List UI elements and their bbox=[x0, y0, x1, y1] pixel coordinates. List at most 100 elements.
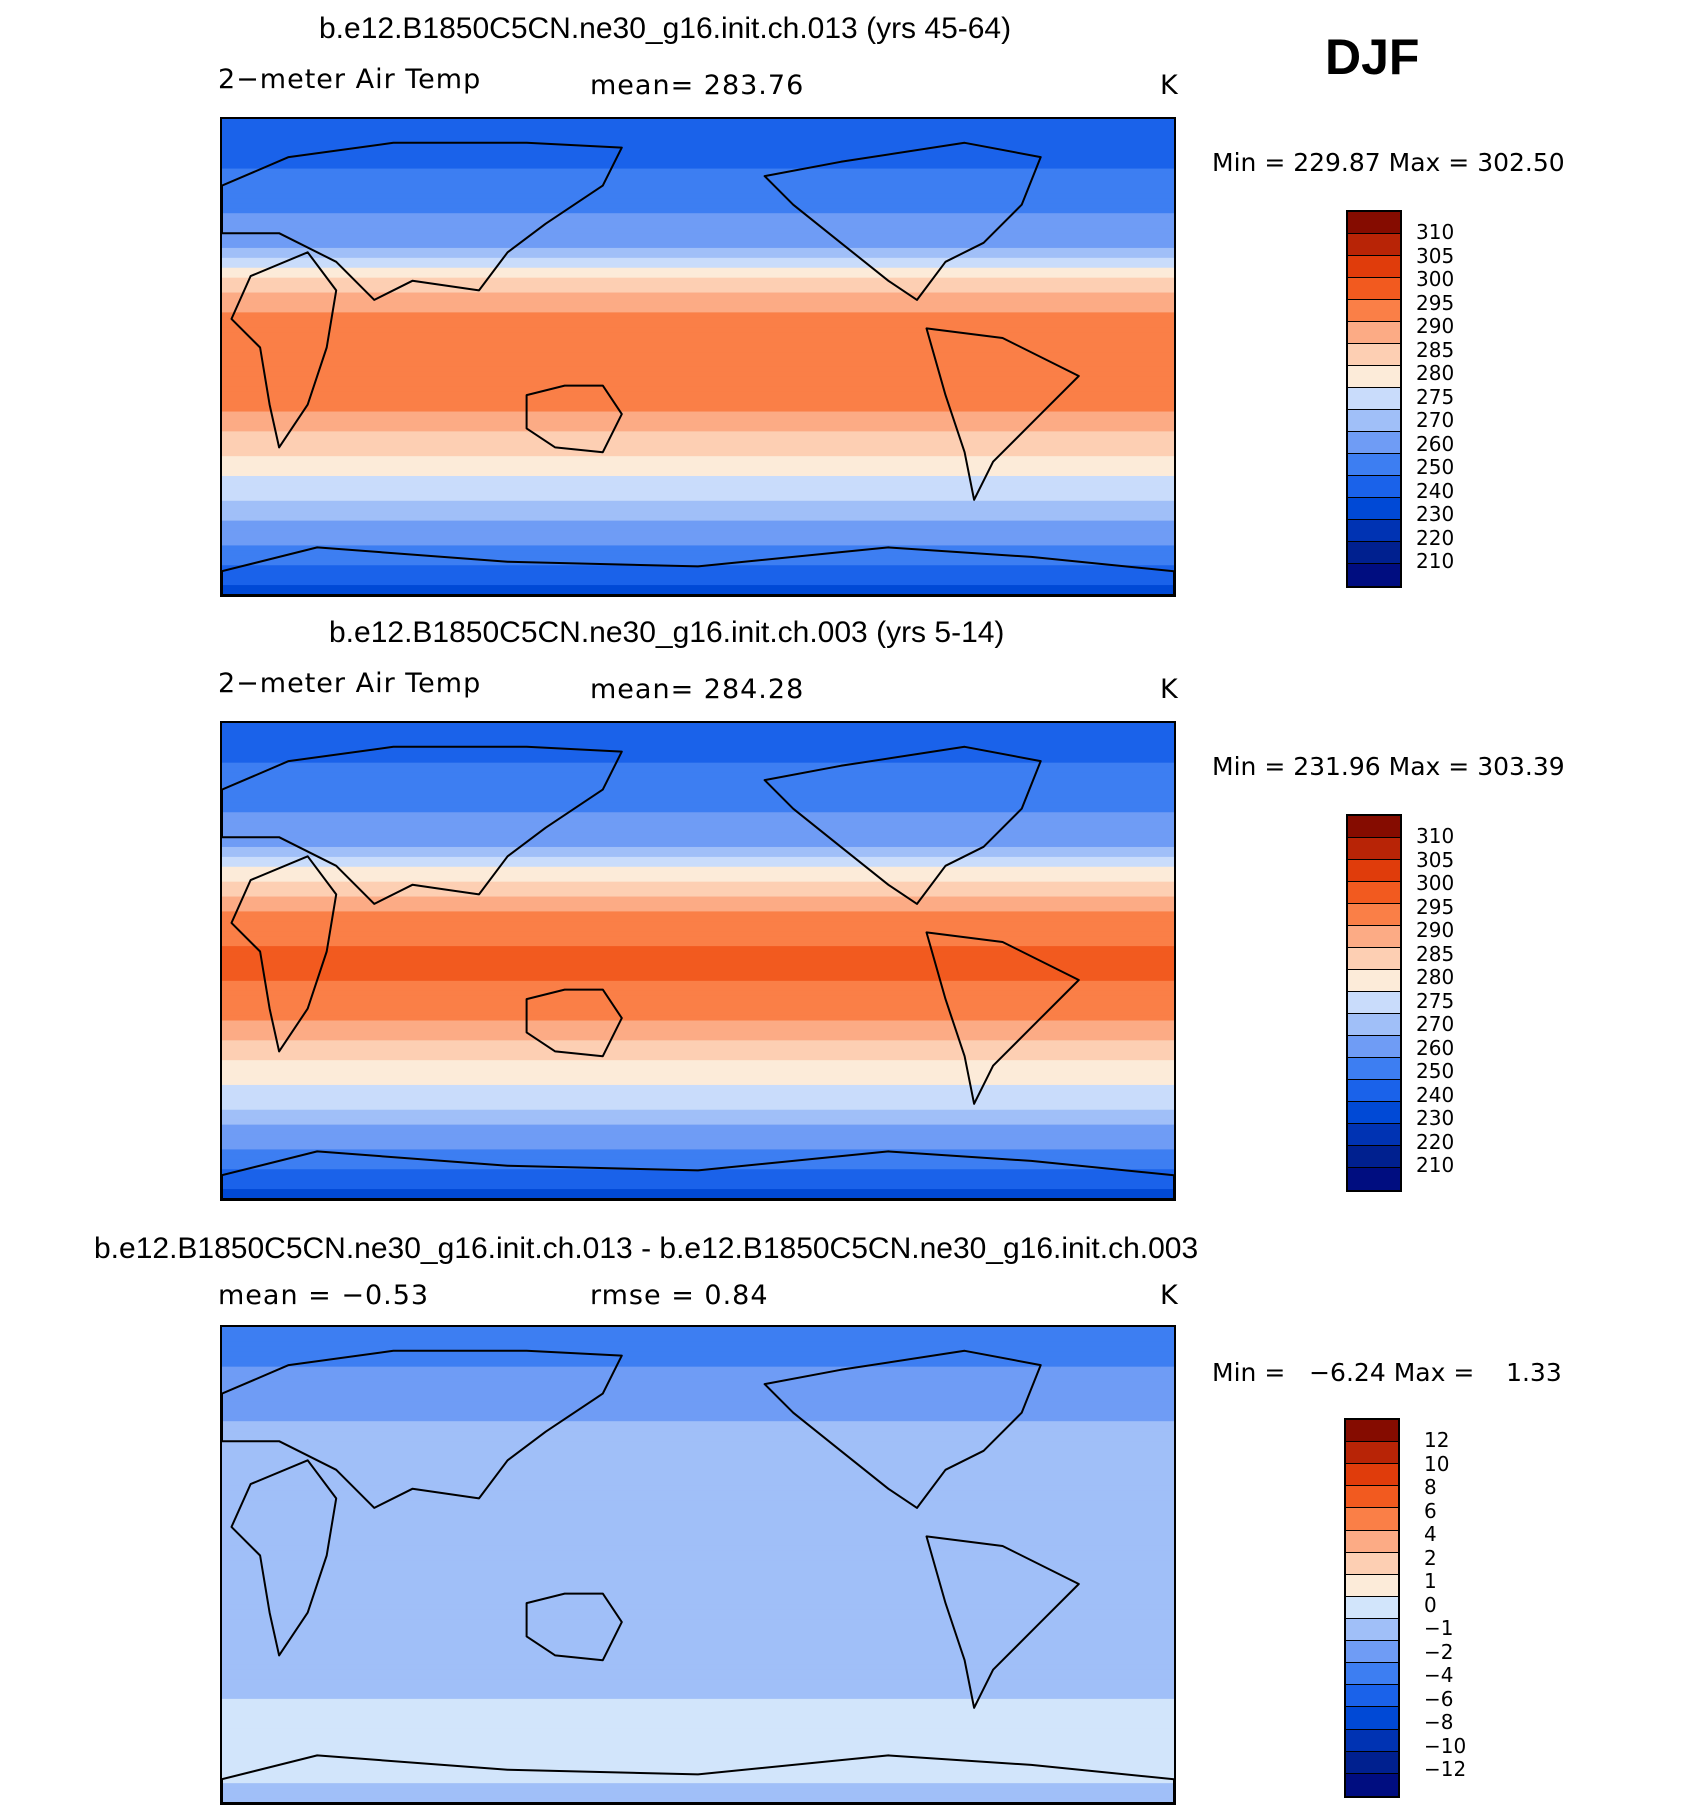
colorbar-swatch bbox=[1346, 1773, 1398, 1796]
contour-band bbox=[222, 767, 1174, 774]
colorbar-tick-label: 275 bbox=[1416, 384, 1455, 409]
contour-band bbox=[222, 386, 1174, 393]
contour-band bbox=[222, 163, 1174, 170]
contour-band bbox=[222, 891, 1174, 898]
colorbar-tick-label: 12 bbox=[1424, 1428, 1450, 1452]
contour-band bbox=[222, 802, 1174, 808]
contour-band bbox=[222, 906, 1174, 913]
colorbar-tick-label: 275 bbox=[1416, 988, 1455, 1013]
contour-band bbox=[222, 762, 1174, 769]
mean-label: mean= 283.76 bbox=[590, 70, 805, 101]
contour-band bbox=[222, 1480, 1174, 1487]
colorbar-tick-label: −12 bbox=[1424, 1757, 1467, 1781]
contour-band bbox=[222, 1520, 1174, 1526]
colorbar-swatch bbox=[1348, 882, 1400, 904]
contour-band bbox=[222, 1758, 1174, 1764]
contour-band bbox=[222, 153, 1174, 160]
contour-band bbox=[222, 247, 1174, 254]
contour-band bbox=[222, 1450, 1174, 1457]
contour-band bbox=[222, 1119, 1174, 1126]
contour-band bbox=[222, 1475, 1174, 1482]
contour-band bbox=[222, 1624, 1174, 1631]
contour-band bbox=[222, 297, 1174, 304]
colorbar-swatch bbox=[1348, 454, 1400, 476]
contour-band bbox=[222, 1376, 1174, 1383]
contour-band bbox=[222, 1114, 1174, 1121]
contour-band bbox=[222, 1693, 1174, 1700]
contour-band bbox=[222, 1659, 1174, 1665]
contour-band bbox=[222, 911, 1174, 917]
contour-band bbox=[222, 242, 1174, 249]
units-label: K bbox=[1160, 70, 1179, 101]
contour-band bbox=[222, 1783, 1174, 1789]
colorbar bbox=[1346, 210, 1402, 588]
coastline bbox=[230, 251, 338, 449]
contour-band bbox=[222, 1331, 1174, 1338]
contour-band bbox=[222, 466, 1174, 472]
contour-band bbox=[222, 471, 1174, 477]
colorbar-tick-label: 1 bbox=[1424, 1569, 1437, 1593]
contour-band bbox=[222, 1184, 1174, 1190]
contour-band bbox=[222, 1341, 1174, 1348]
coastline bbox=[925, 931, 1080, 1105]
contour-band bbox=[222, 1089, 1174, 1096]
colorbar-swatch bbox=[1346, 1596, 1398, 1619]
contour-band bbox=[222, 1560, 1174, 1566]
contour-band bbox=[222, 1773, 1174, 1779]
contour-band bbox=[222, 1035, 1174, 1041]
contour-band bbox=[222, 1738, 1174, 1745]
contour-band bbox=[222, 1065, 1174, 1071]
contour-band bbox=[222, 376, 1174, 383]
contour-band bbox=[222, 1619, 1174, 1626]
contour-band bbox=[222, 550, 1174, 556]
colorbar-swatch bbox=[1346, 1685, 1398, 1708]
contour-band bbox=[222, 257, 1174, 264]
contour-band bbox=[222, 218, 1174, 224]
colorbar-swatch bbox=[1348, 1124, 1400, 1146]
contour-band bbox=[222, 495, 1174, 502]
coastline bbox=[763, 745, 1042, 905]
colorbar-tick-label: 300 bbox=[1416, 267, 1455, 291]
contour-band bbox=[222, 980, 1174, 987]
colorbar-tick-label: 285 bbox=[1416, 941, 1455, 966]
coastline bbox=[525, 384, 623, 454]
contour-band bbox=[222, 812, 1174, 818]
min-value: 231.96 bbox=[1293, 752, 1381, 781]
colorbar-swatch bbox=[1348, 410, 1400, 432]
contour-band bbox=[222, 1574, 1174, 1581]
contour-band bbox=[222, 585, 1174, 591]
contour-band bbox=[222, 1060, 1174, 1066]
contour-band bbox=[222, 861, 1174, 868]
colorbar-tick-label: 8 bbox=[1424, 1475, 1437, 1499]
contour-band bbox=[222, 757, 1174, 764]
contour-band bbox=[222, 446, 1174, 452]
contour-band bbox=[222, 832, 1174, 838]
contour-band bbox=[222, 505, 1174, 512]
colorbar-swatch bbox=[1346, 1420, 1398, 1443]
colorbar-swatch bbox=[1348, 1168, 1400, 1190]
contour-band bbox=[222, 752, 1174, 759]
colorbar bbox=[1344, 1418, 1400, 1798]
contour-band bbox=[222, 337, 1174, 343]
contour-band bbox=[222, 490, 1174, 497]
colorbar-tick-label: 230 bbox=[1416, 502, 1455, 526]
contour-band bbox=[222, 426, 1174, 432]
max-value: 1.33 bbox=[1506, 1358, 1562, 1387]
contour-band bbox=[222, 282, 1174, 289]
contour-band bbox=[222, 1679, 1174, 1685]
contour-band bbox=[222, 203, 1174, 209]
contour-band bbox=[222, 277, 1174, 284]
contour-band bbox=[222, 173, 1174, 180]
contour-band bbox=[222, 1629, 1174, 1636]
contour-band bbox=[222, 119, 1174, 125]
colorbar-swatch bbox=[1346, 1574, 1398, 1597]
contour-band bbox=[222, 1639, 1174, 1645]
contour-band bbox=[222, 792, 1174, 798]
contour-band bbox=[222, 575, 1174, 581]
contour-band bbox=[222, 1669, 1174, 1675]
colorbar-tick-label: 260 bbox=[1416, 431, 1455, 456]
contour-band bbox=[222, 1654, 1174, 1660]
colorbar-swatch bbox=[1346, 1508, 1398, 1531]
contour-band bbox=[222, 485, 1174, 492]
contour-band bbox=[222, 896, 1174, 903]
